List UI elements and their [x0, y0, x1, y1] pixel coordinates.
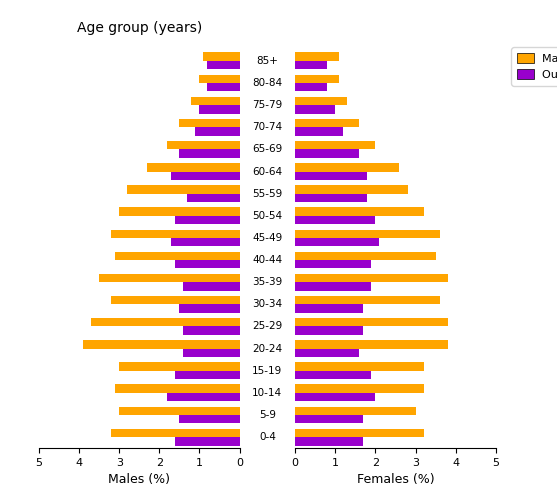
- Text: 55-59: 55-59: [252, 189, 282, 199]
- Bar: [295, 282, 372, 291]
- Bar: [179, 149, 240, 158]
- Bar: [295, 363, 423, 371]
- Bar: [183, 349, 240, 357]
- Text: 60-64: 60-64: [252, 166, 282, 176]
- Bar: [295, 384, 423, 393]
- Bar: [295, 61, 328, 69]
- Bar: [295, 149, 359, 158]
- Bar: [119, 207, 240, 216]
- Bar: [295, 194, 368, 202]
- Bar: [295, 318, 448, 327]
- Bar: [179, 119, 240, 127]
- Bar: [196, 127, 240, 135]
- Bar: [295, 52, 339, 61]
- Bar: [179, 415, 240, 423]
- Bar: [207, 83, 240, 92]
- Bar: [172, 171, 240, 180]
- Bar: [295, 163, 399, 171]
- Bar: [295, 97, 348, 105]
- Bar: [295, 327, 363, 335]
- Bar: [295, 429, 423, 437]
- Text: 50-54: 50-54: [252, 211, 282, 221]
- Text: 80-84: 80-84: [252, 78, 282, 88]
- Text: 10-14: 10-14: [252, 388, 282, 398]
- Text: 15-19: 15-19: [252, 366, 282, 375]
- Bar: [295, 437, 363, 446]
- Bar: [295, 251, 436, 260]
- Bar: [295, 304, 363, 313]
- Bar: [295, 296, 439, 304]
- Bar: [115, 384, 240, 393]
- Bar: [295, 260, 372, 268]
- Bar: [199, 105, 240, 114]
- Text: 40-44: 40-44: [252, 255, 282, 265]
- Text: 0-4: 0-4: [259, 432, 276, 442]
- Bar: [295, 141, 375, 149]
- Bar: [295, 371, 372, 379]
- Text: 45-49: 45-49: [252, 233, 282, 243]
- Bar: [83, 340, 240, 349]
- Bar: [295, 127, 343, 135]
- X-axis label: Females (%): Females (%): [356, 474, 434, 487]
- Bar: [203, 52, 240, 61]
- Bar: [295, 83, 328, 92]
- Text: 35-39: 35-39: [252, 277, 282, 287]
- Bar: [207, 61, 240, 69]
- Bar: [175, 371, 240, 379]
- Bar: [91, 318, 240, 327]
- Bar: [147, 163, 240, 171]
- Bar: [295, 340, 448, 349]
- Bar: [295, 216, 375, 224]
- Text: 70-74: 70-74: [252, 123, 282, 132]
- Bar: [175, 437, 240, 446]
- Bar: [295, 207, 423, 216]
- Bar: [167, 393, 240, 401]
- Bar: [183, 327, 240, 335]
- Bar: [295, 406, 416, 415]
- Bar: [175, 216, 240, 224]
- Text: Age group (years): Age group (years): [77, 21, 202, 35]
- Bar: [295, 185, 408, 194]
- Bar: [183, 282, 240, 291]
- Bar: [295, 274, 448, 282]
- Bar: [295, 75, 339, 83]
- Bar: [172, 238, 240, 247]
- Text: 30-34: 30-34: [252, 299, 282, 309]
- Bar: [295, 415, 363, 423]
- Legend: Major Cities, Outside Major Cities: Major Cities, Outside Major Cities: [511, 47, 557, 86]
- Bar: [111, 429, 240, 437]
- Bar: [295, 230, 439, 238]
- Text: 75-79: 75-79: [252, 100, 282, 110]
- Bar: [115, 251, 240, 260]
- Text: 65-69: 65-69: [252, 144, 282, 154]
- Bar: [175, 260, 240, 268]
- Bar: [295, 171, 368, 180]
- Bar: [192, 97, 240, 105]
- Bar: [295, 119, 359, 127]
- Bar: [111, 296, 240, 304]
- Bar: [119, 363, 240, 371]
- Bar: [295, 238, 379, 247]
- Text: 25-29: 25-29: [252, 322, 282, 332]
- Bar: [111, 230, 240, 238]
- Bar: [295, 105, 335, 114]
- Bar: [199, 75, 240, 83]
- Bar: [295, 349, 359, 357]
- Bar: [295, 393, 375, 401]
- Bar: [119, 406, 240, 415]
- Bar: [167, 141, 240, 149]
- Bar: [187, 194, 240, 202]
- Text: 5-9: 5-9: [259, 410, 276, 420]
- Text: 85+: 85+: [256, 56, 278, 66]
- Bar: [179, 304, 240, 313]
- Bar: [99, 274, 240, 282]
- Bar: [127, 185, 240, 194]
- X-axis label: Males (%): Males (%): [108, 474, 170, 487]
- Text: 20-24: 20-24: [252, 344, 282, 354]
